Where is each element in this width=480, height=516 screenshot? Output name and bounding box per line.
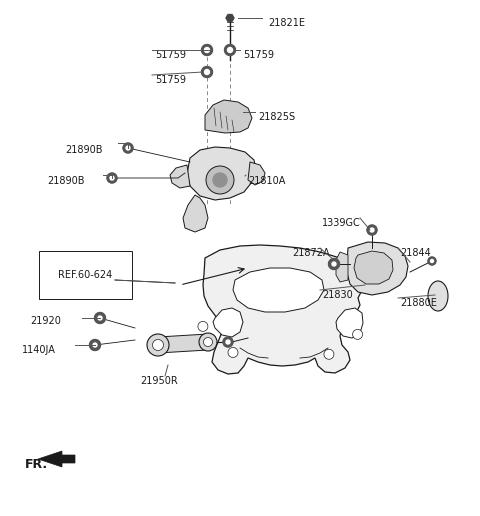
Polygon shape [347,242,408,295]
Text: 51759: 51759 [155,75,186,85]
Circle shape [228,47,232,53]
Text: 21920: 21920 [30,316,61,326]
Circle shape [428,257,436,265]
Text: 21890B: 21890B [47,176,84,186]
Circle shape [206,166,234,194]
Text: 21821E: 21821E [268,18,305,28]
Circle shape [126,146,130,150]
Circle shape [328,259,339,269]
Circle shape [153,340,164,350]
Polygon shape [248,162,265,185]
Circle shape [107,173,117,183]
Text: 21825S: 21825S [258,112,295,122]
Polygon shape [158,334,208,353]
Circle shape [367,225,377,235]
Text: REF.60-624: REF.60-624 [58,270,112,280]
Text: 21872A: 21872A [292,248,330,258]
Polygon shape [38,451,75,467]
Text: 1339GC: 1339GC [322,218,361,228]
Polygon shape [336,252,348,282]
Circle shape [226,340,230,344]
Circle shape [431,260,433,263]
Text: FR.: FR. [25,458,48,471]
Polygon shape [183,195,208,232]
Circle shape [228,347,238,358]
Text: 51759: 51759 [243,50,274,60]
Circle shape [202,67,213,77]
Circle shape [98,316,102,320]
Text: 1140JA: 1140JA [22,345,56,355]
Circle shape [198,321,208,331]
Circle shape [204,70,209,74]
Circle shape [93,343,97,347]
Ellipse shape [428,281,448,311]
Circle shape [123,143,133,153]
Polygon shape [170,165,190,188]
Polygon shape [203,245,365,374]
Text: 21890B: 21890B [65,145,103,155]
Text: 21830: 21830 [322,290,353,300]
Circle shape [225,44,236,56]
Polygon shape [187,147,256,200]
Circle shape [213,173,227,187]
Circle shape [223,337,233,347]
Circle shape [370,228,374,232]
Circle shape [204,337,213,347]
Circle shape [110,176,114,180]
Circle shape [89,340,100,350]
Polygon shape [226,14,234,22]
Text: 21880E: 21880E [400,298,437,308]
Polygon shape [354,251,393,284]
Text: 51759: 51759 [155,50,186,60]
Text: 21810A: 21810A [248,176,286,186]
Circle shape [324,349,334,359]
Text: 21950R: 21950R [140,376,178,386]
Circle shape [204,47,209,53]
Polygon shape [233,268,324,312]
Polygon shape [205,100,252,133]
Circle shape [332,262,336,266]
Polygon shape [336,308,363,338]
Circle shape [202,44,213,56]
Circle shape [95,313,106,324]
Circle shape [353,329,362,340]
Text: REF.60-624: REF.60-624 [58,280,112,290]
Text: 21844: 21844 [400,248,431,258]
Circle shape [199,333,217,351]
Polygon shape [213,308,243,337]
Circle shape [147,334,169,356]
